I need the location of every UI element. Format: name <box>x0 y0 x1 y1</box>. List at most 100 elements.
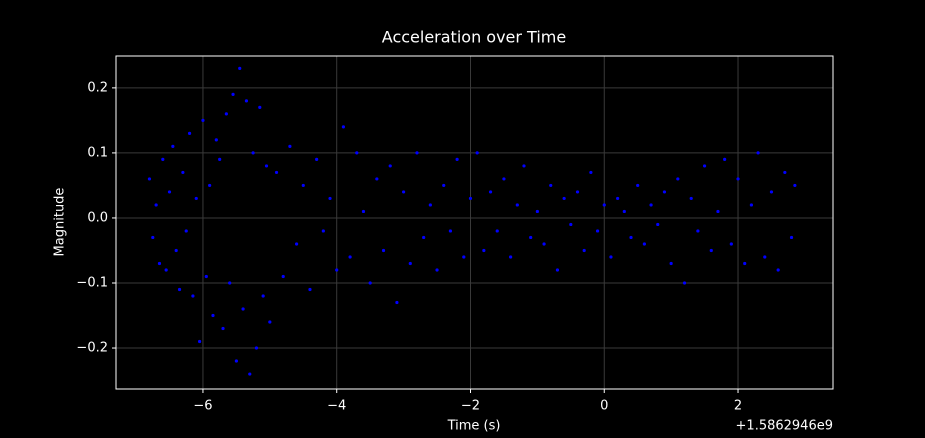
point <box>529 235 533 240</box>
point <box>495 229 499 233</box>
point <box>241 307 245 311</box>
y-tick-label: 0.2 <box>87 80 108 95</box>
x-tick-label: −2 <box>461 399 480 414</box>
point <box>274 170 279 175</box>
y-axis-label: Magnitude <box>53 188 68 257</box>
chart-title: Acceleration over Time <box>382 28 566 47</box>
point <box>793 183 797 188</box>
point <box>502 177 506 181</box>
point <box>589 170 593 175</box>
point <box>723 157 727 162</box>
point <box>261 294 265 298</box>
point <box>669 261 673 266</box>
point <box>482 248 486 253</box>
point <box>315 157 319 162</box>
point <box>301 183 305 188</box>
point <box>177 287 182 292</box>
point <box>375 177 379 181</box>
point <box>422 235 426 240</box>
point <box>294 242 299 246</box>
point <box>308 287 312 292</box>
point <box>194 196 198 201</box>
point <box>462 255 466 259</box>
x-offset-label: +1.5862946e9 <box>736 419 833 434</box>
point <box>171 144 175 149</box>
point <box>208 183 212 188</box>
point <box>776 268 780 272</box>
point <box>475 151 479 155</box>
point <box>702 164 707 168</box>
point <box>756 151 760 155</box>
point <box>355 151 359 155</box>
y-tick-label: −0.2 <box>76 341 108 356</box>
point <box>569 222 573 227</box>
point <box>562 196 566 201</box>
point <box>201 118 205 122</box>
point <box>248 372 252 376</box>
point <box>161 157 165 162</box>
point <box>582 248 586 253</box>
point <box>616 196 620 201</box>
point <box>191 294 195 298</box>
point <box>535 209 539 214</box>
point <box>468 196 473 201</box>
point <box>244 99 249 103</box>
y-tick-label: 0.0 <box>87 210 108 225</box>
point <box>709 248 713 253</box>
point <box>716 209 720 214</box>
point <box>231 92 235 96</box>
point <box>164 268 168 272</box>
point <box>402 190 406 194</box>
point <box>238 66 242 70</box>
point <box>515 203 519 207</box>
point <box>198 339 202 344</box>
x-axis-label: Time (s) <box>447 419 501 434</box>
point <box>636 183 640 188</box>
point <box>676 177 680 181</box>
point <box>281 274 285 279</box>
point <box>595 229 600 233</box>
point <box>368 281 372 285</box>
point <box>442 183 446 188</box>
point <box>743 261 747 266</box>
point <box>348 255 352 259</box>
point <box>642 242 646 246</box>
point <box>214 138 218 142</box>
point <box>408 261 412 266</box>
point <box>448 229 453 233</box>
point <box>361 209 366 214</box>
point <box>157 261 162 266</box>
point <box>763 255 767 259</box>
point <box>736 177 740 181</box>
point <box>224 112 228 116</box>
point <box>268 320 272 324</box>
point <box>622 209 626 214</box>
point <box>388 164 392 168</box>
point <box>167 190 172 194</box>
point <box>328 196 332 201</box>
point <box>187 131 192 135</box>
point <box>151 235 155 240</box>
point <box>254 346 259 350</box>
point <box>696 229 700 233</box>
y-tick-label: −0.1 <box>76 275 108 290</box>
point <box>435 268 439 272</box>
point <box>555 268 560 272</box>
point <box>147 177 152 181</box>
point <box>783 170 787 175</box>
point <box>395 300 399 305</box>
point <box>228 281 232 285</box>
point <box>181 170 185 175</box>
x-tick-label: −4 <box>327 399 346 414</box>
point <box>682 281 687 285</box>
point <box>522 164 526 168</box>
point <box>509 255 513 259</box>
point <box>154 203 158 207</box>
point <box>184 229 188 233</box>
point <box>789 235 794 240</box>
x-tick-label: 0 <box>600 399 608 414</box>
point <box>542 242 546 246</box>
point <box>575 190 580 194</box>
point <box>689 196 693 201</box>
